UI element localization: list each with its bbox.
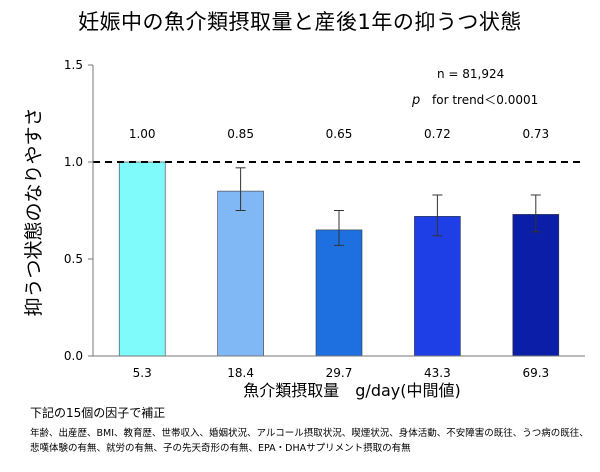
bar [217,190,264,357]
bar [315,229,363,357]
data-label: 1.00 [129,127,156,141]
y-tick-label: 1.5 [64,58,83,72]
bar [118,161,166,357]
data-label: 0.65 [326,127,353,141]
x-axis-label: 魚介類摂取量 g/day(中間値) [243,381,460,400]
data-label: 0.73 [522,127,549,141]
bar [414,216,461,357]
y-tick-label: 0.5 [64,252,83,266]
p-symbol: p [411,93,420,108]
y-axis-label: 抑うつ状態のなりやすさ [23,107,45,316]
data-label: 0.72 [424,127,451,141]
adjustment-factors: 年齢、出産歴、BMI、教育歴、世帯収入、婚姻状況、アルコール摂取状況、喫煙状況、… [30,428,589,454]
p-trend-annotation: for trend＜0.0001 [432,93,538,107]
x-tick-label: 29.7 [326,366,353,380]
bar [512,214,560,357]
y-tick-label: 0.0 [64,349,83,363]
x-tick-label: 18.4 [227,366,254,380]
x-tick-label: 69.3 [522,366,549,380]
chart-title: 妊娠中の魚介類摂取量と産後1年の抑うつ状態 [78,10,522,34]
data-label: 0.85 [227,127,254,141]
x-tick-label: 5.3 [133,366,152,380]
adjustment-note: 下記の15個の因子で補正 [30,406,166,420]
sample-size-annotation: n = 81,924 [437,67,504,81]
y-tick-label: 1.0 [64,155,83,169]
x-tick-label: 43.3 [424,366,451,380]
